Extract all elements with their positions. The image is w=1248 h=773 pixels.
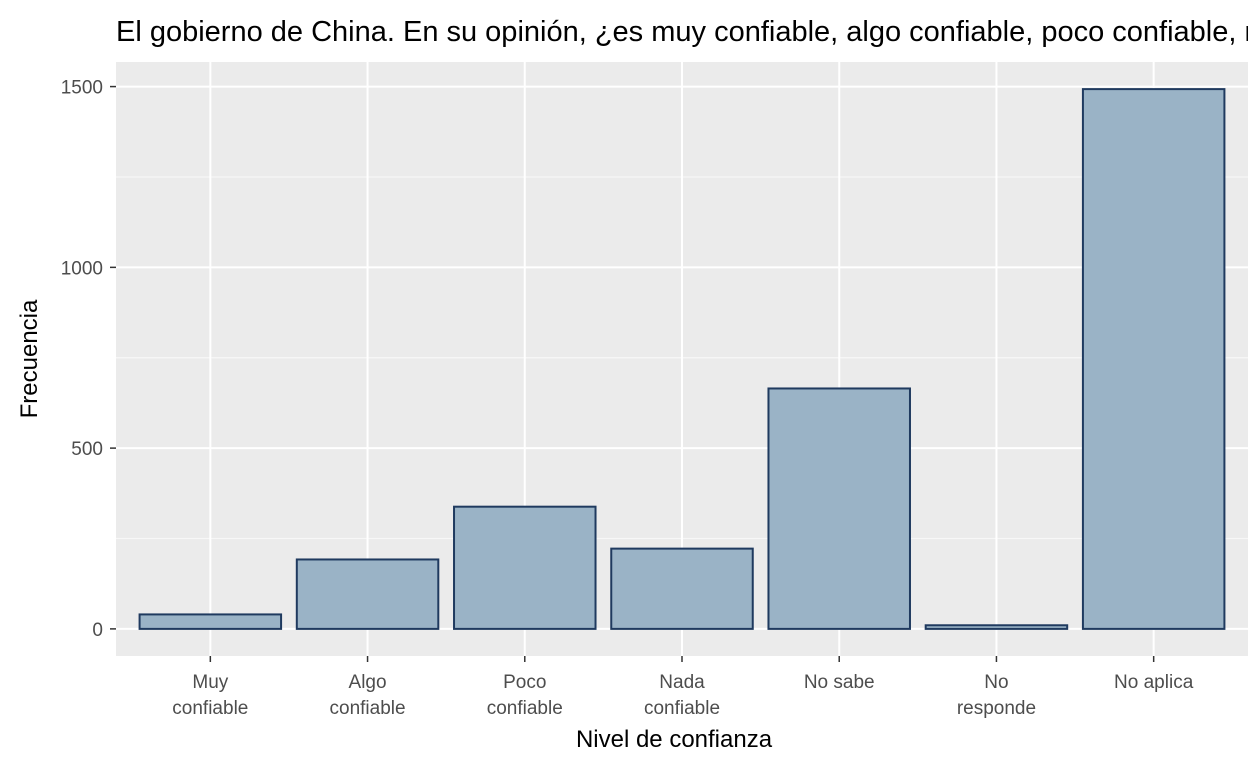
bar bbox=[295, 558, 440, 630]
x-tick-label-line: No sabe bbox=[804, 672, 875, 693]
y-tick-label: 1000 bbox=[61, 258, 103, 279]
chart-title: El gobierno de China. En su opinión, ¿es… bbox=[116, 16, 1248, 48]
x-tick-label-line: Algo bbox=[349, 672, 387, 693]
y-axis: 0 500 1000 1500 bbox=[61, 78, 116, 641]
x-tick-label-line: Muy bbox=[192, 672, 228, 693]
y-tick-label: 1500 bbox=[61, 78, 103, 99]
x-tick-label-line: No bbox=[984, 672, 1008, 693]
x-tick-label: Poco confiable bbox=[487, 672, 563, 719]
x-tick-label-line: confiable bbox=[330, 698, 406, 719]
x-axis-title: Nivel de confianza bbox=[576, 726, 773, 753]
bars bbox=[138, 88, 1226, 630]
x-tick-label-line: confiable bbox=[487, 698, 563, 719]
bar bbox=[924, 624, 1069, 630]
y-tick-label: 0 bbox=[92, 620, 103, 641]
x-tick-label-line: Poco bbox=[503, 672, 546, 693]
x-tick-label-line: responde bbox=[957, 698, 1036, 719]
x-tick-label: No responde bbox=[957, 672, 1036, 719]
x-tick-label: Muy confiable bbox=[172, 672, 248, 719]
x-tick-label-line: confiable bbox=[644, 698, 720, 719]
x-tick-label: No sabe bbox=[804, 672, 875, 693]
x-tick-label-line: Nada bbox=[659, 672, 705, 693]
x-tick-label: Algo confiable bbox=[330, 672, 406, 719]
bar bbox=[610, 547, 754, 630]
bar bbox=[138, 613, 283, 630]
y-axis-title: Frecuencia bbox=[16, 299, 43, 418]
y-tick-label: 500 bbox=[71, 439, 103, 460]
bar bbox=[767, 387, 911, 630]
x-tick-label: Nada confiable bbox=[644, 672, 720, 719]
x-tick-label-line: No aplica bbox=[1114, 672, 1194, 693]
x-tick-label: No aplica bbox=[1114, 672, 1194, 693]
bar bbox=[1081, 88, 1226, 630]
x-tick-label-line: confiable bbox=[172, 698, 248, 719]
bar bbox=[453, 505, 597, 630]
